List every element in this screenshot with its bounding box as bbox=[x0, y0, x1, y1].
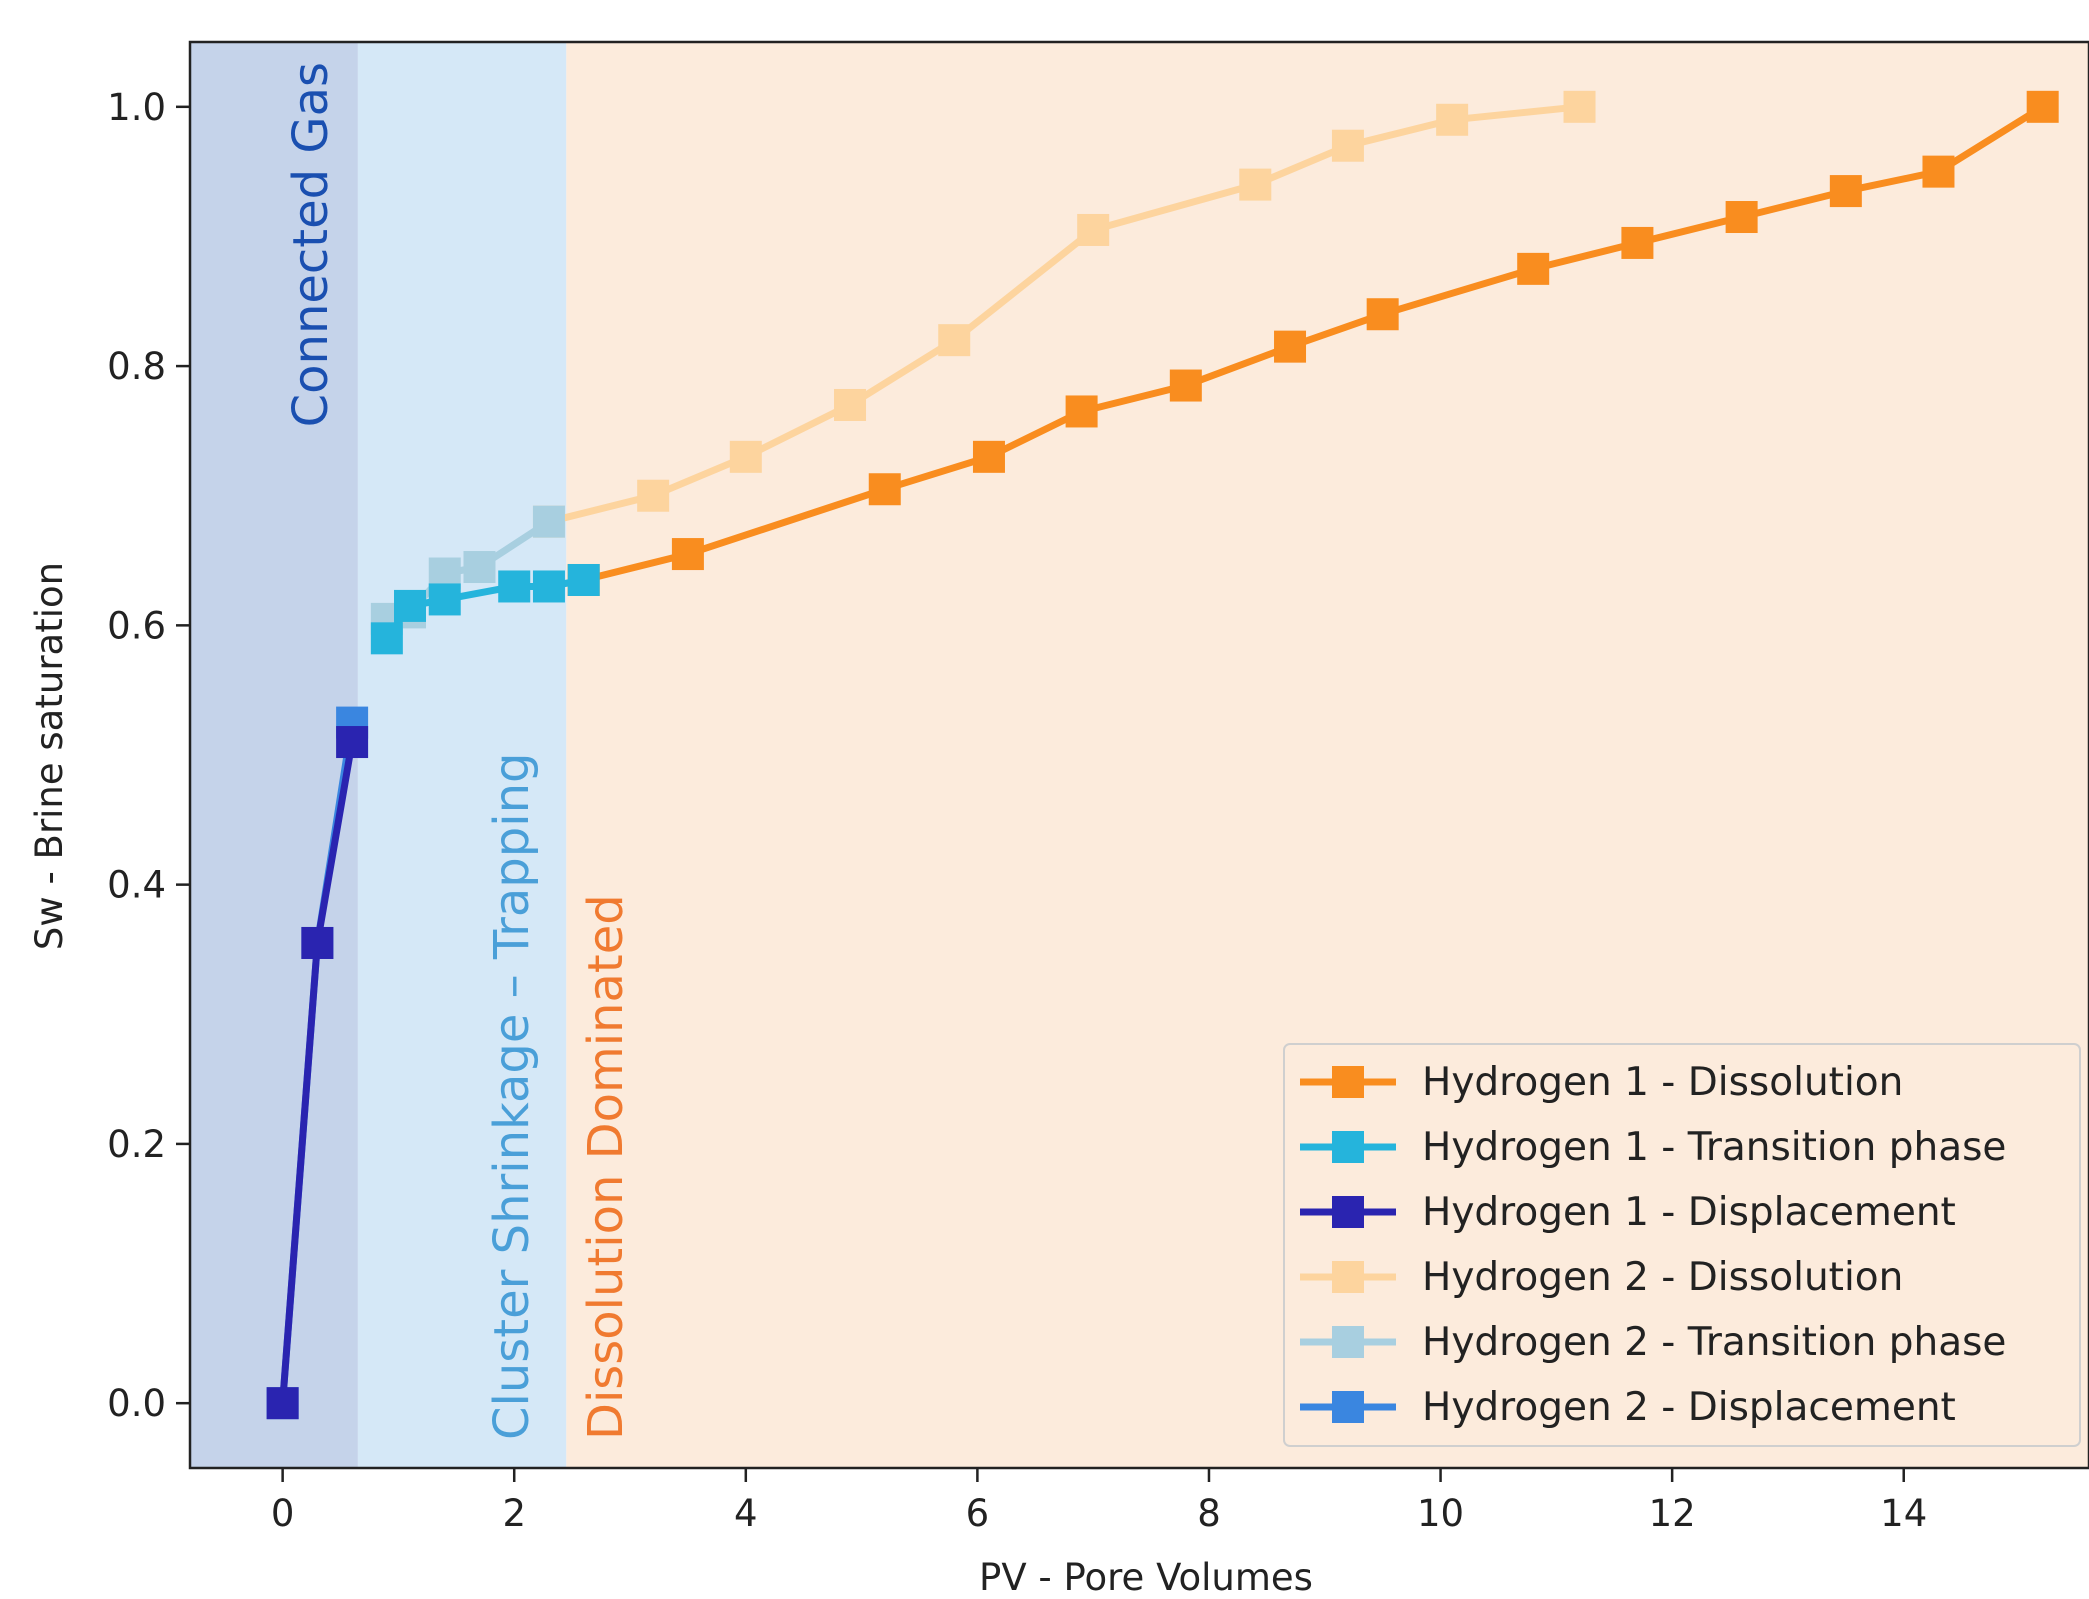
data-point bbox=[1239, 168, 1272, 201]
data-point bbox=[532, 505, 565, 538]
legend-marker bbox=[1332, 1326, 1364, 1358]
data-point bbox=[938, 324, 971, 357]
data-point bbox=[532, 570, 565, 603]
legend-label: Hydrogen 1 - Displacement bbox=[1422, 1190, 1956, 1235]
data-point bbox=[1169, 369, 1202, 402]
data-point bbox=[868, 473, 901, 506]
data-point bbox=[972, 440, 1005, 473]
data-point bbox=[637, 479, 670, 512]
data-point bbox=[336, 726, 369, 759]
x-axis-label: PV - Pore Volumes bbox=[979, 1556, 1313, 1599]
legend-item: Hydrogen 2 - Transition phase bbox=[1300, 1320, 2006, 1365]
legend: Hydrogen 1 - Dissolution Hydrogen 1 - Tra… bbox=[1283, 1043, 2081, 1447]
legend-label: Hydrogen 1 - Dissolution bbox=[1422, 1060, 1903, 1105]
series-hydrogen-1-dissolution bbox=[567, 90, 2059, 596]
x-tick-label: 10 bbox=[1417, 1492, 1464, 1535]
legend-label: Hydrogen 1 - Transition phase bbox=[1422, 1125, 2006, 1170]
region-label: Dissolution Dominated bbox=[578, 894, 634, 1440]
data-point bbox=[394, 589, 427, 622]
data-point bbox=[2026, 90, 2059, 123]
series-group bbox=[266, 90, 2059, 1420]
x-tick-label: 6 bbox=[966, 1492, 990, 1535]
legend-marker bbox=[1332, 1131, 1364, 1163]
x-tick-label: 8 bbox=[1197, 1492, 1221, 1535]
legend-label: Hydrogen 2 - Displacement bbox=[1422, 1385, 1956, 1430]
legend-marker bbox=[1332, 1391, 1364, 1423]
region-connected-gas bbox=[190, 42, 358, 1468]
data-point bbox=[266, 1387, 299, 1420]
y-tick-label: 0.4 bbox=[107, 864, 166, 907]
legend-box bbox=[1283, 1043, 2081, 1447]
region-label: Cluster Shrinkage – Trapping bbox=[484, 753, 540, 1440]
series-hydrogen-1-displacement bbox=[266, 726, 369, 1420]
y-axis: 0.0 0.2 0.4 0.6 0.8 1.0 bbox=[107, 86, 190, 1425]
data-point bbox=[1331, 129, 1364, 162]
data-point bbox=[1563, 90, 1596, 123]
legend-marker bbox=[1332, 1261, 1364, 1293]
data-point bbox=[729, 440, 762, 473]
legend-item: Hydrogen 1 - Transition phase bbox=[1300, 1125, 2006, 1170]
y-axis-label: Sw - Brine saturation bbox=[28, 562, 71, 950]
y-tick-label: 1.0 bbox=[107, 86, 166, 129]
legend-label: Hydrogen 2 - Transition phase bbox=[1422, 1320, 2006, 1365]
x-tick-label: 14 bbox=[1880, 1492, 1927, 1535]
data-point bbox=[1436, 103, 1469, 136]
data-point bbox=[1517, 252, 1550, 285]
x-tick-label: 0 bbox=[271, 1492, 295, 1535]
data-point bbox=[428, 583, 461, 616]
data-point bbox=[498, 570, 531, 603]
data-point bbox=[463, 551, 496, 584]
data-point bbox=[1922, 155, 1955, 188]
legend-label: Hydrogen 2 - Dissolution bbox=[1422, 1255, 1903, 1300]
x-tick-label: 4 bbox=[734, 1492, 758, 1535]
y-tick-label: 0.8 bbox=[107, 345, 166, 388]
data-point bbox=[834, 388, 867, 421]
region-label: Connected Gas bbox=[283, 62, 339, 427]
data-point bbox=[1274, 330, 1307, 363]
legend-item: Hydrogen 1 - Dissolution bbox=[1300, 1060, 1903, 1105]
legend-item: Hydrogen 2 - Dissolution bbox=[1300, 1255, 1903, 1300]
data-point bbox=[1829, 175, 1862, 208]
data-point bbox=[1077, 213, 1110, 246]
series-hydrogen-1-transition-phase bbox=[370, 563, 600, 655]
legend-marker bbox=[1332, 1196, 1364, 1228]
data-point bbox=[1366, 298, 1399, 331]
legend-item: Hydrogen 1 - Displacement bbox=[1300, 1190, 1956, 1235]
data-point bbox=[370, 622, 403, 655]
y-tick-label: 0.0 bbox=[107, 1382, 166, 1425]
series-hydrogen-2-dissolution bbox=[532, 90, 1596, 538]
plot-frame bbox=[188, 40, 2089, 1470]
data-point bbox=[567, 563, 600, 596]
y-tick-label: 0.6 bbox=[107, 604, 166, 647]
data-point bbox=[671, 538, 704, 571]
x-tick-label: 12 bbox=[1649, 1492, 1696, 1535]
data-point bbox=[1065, 395, 1098, 428]
x-axis: 0 2 4 6 8 10 12 14 bbox=[271, 1468, 1927, 1535]
data-point bbox=[301, 926, 334, 959]
x-tick-label: 2 bbox=[502, 1492, 526, 1535]
legend-item: Hydrogen 2 - Displacement bbox=[1300, 1385, 1956, 1430]
series-line bbox=[582, 103, 2045, 584]
data-point bbox=[1621, 226, 1654, 259]
y-tick-label: 0.2 bbox=[107, 1123, 166, 1166]
data-point bbox=[1725, 201, 1758, 234]
series-line bbox=[548, 103, 1580, 526]
region-cluster-shrinkage-trapping bbox=[357, 42, 567, 1468]
legend-marker bbox=[1332, 1066, 1364, 1098]
